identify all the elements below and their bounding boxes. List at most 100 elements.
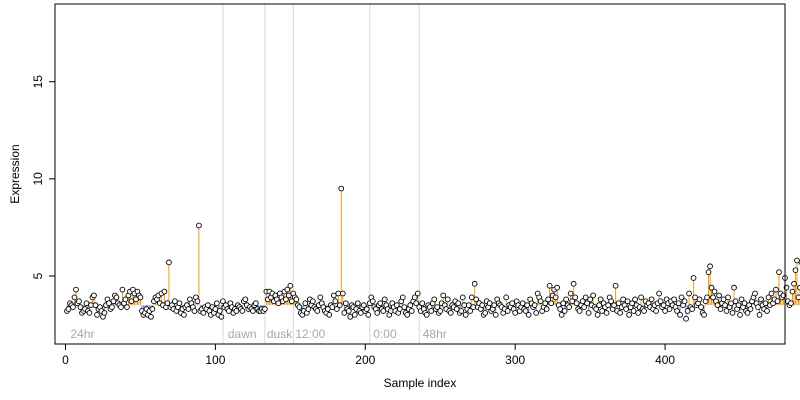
phase-label: 12:00 [295,327,325,341]
x-tick-label: 300 [505,353,525,367]
y-axis: 5 10 15 [31,75,55,279]
data-point [342,300,349,307]
data-point [615,300,622,307]
data-point [735,302,742,308]
data-point [683,315,689,322]
data-point [332,298,339,305]
data-point [486,300,493,307]
phase-label: dawn [228,327,257,341]
data-point [630,308,637,314]
data-point [612,282,619,289]
data-point [708,284,715,291]
data-point [465,302,472,308]
data-point [764,308,770,314]
data-point [369,298,376,305]
data-point [396,306,403,312]
data-point [233,308,240,314]
data-point [363,306,370,312]
data-point [181,312,187,318]
data-point [525,312,532,318]
data-point [113,294,120,301]
data-point [576,308,583,314]
data-point [584,300,590,307]
data-point [65,306,72,312]
data-point [570,280,577,287]
data-point [689,306,695,312]
y-tick-label: 15 [31,75,45,89]
data-point [437,308,444,314]
data-point [653,308,659,314]
data-point [747,306,754,312]
data-point [302,300,309,307]
data-point [648,296,655,303]
data-point [690,275,697,281]
data-point [399,294,406,301]
data-point [629,300,635,307]
data-point [543,306,550,312]
data-point [118,304,124,310]
data-point [434,304,441,310]
data-point [285,292,292,299]
data-point [338,185,345,192]
data-point [605,302,611,308]
data-point [284,286,291,293]
data-point [137,294,144,301]
data-point [752,290,758,297]
data-point [737,312,743,318]
data-point [296,304,303,310]
data-point [214,300,220,307]
data-point [408,308,415,314]
data-point [431,296,438,303]
data-point [632,296,638,303]
phase-boundaries [222,4,420,344]
y-tick-label: 10 [31,172,45,186]
data-point [509,300,516,307]
phase-labels: 24hr dawn dusk 12:00 0:00 48hr [70,327,446,341]
data-point [218,313,225,320]
data-point [341,310,348,316]
data-point [533,310,540,316]
data-point [377,300,384,307]
data-point [552,294,559,301]
data-point [491,302,498,308]
data-point [714,302,721,308]
data-point [73,286,79,293]
data-point [728,300,734,307]
data-point [755,304,761,310]
data-point [262,306,268,312]
data-point [624,298,631,305]
data-point [603,310,610,316]
data-point [471,280,478,287]
data-point [545,296,552,303]
data-point [106,300,112,307]
data-point [380,308,387,314]
data-point [594,312,601,318]
data-point [462,312,469,318]
data-point [467,308,474,314]
data-point [599,308,605,314]
data-point [623,306,629,312]
phase-label: 24hr [70,327,94,341]
data-point [656,290,662,297]
data-point [393,302,400,308]
data-point [524,302,531,308]
data-point [191,308,198,314]
data-point [459,294,466,301]
data-point [185,306,192,312]
data-point [626,312,632,318]
data-point [698,304,704,310]
data-point [242,296,249,303]
data-point [741,300,748,307]
data-point [635,310,641,316]
data-point [351,312,358,318]
phase-label: dusk [267,327,293,341]
data-point [220,298,226,305]
data-point [560,300,567,307]
data-point [468,294,475,301]
data-point [282,296,289,303]
data-point [701,312,707,318]
data-point [205,302,211,308]
data-point [582,294,589,301]
data-point [542,300,549,307]
data-point [133,296,139,303]
